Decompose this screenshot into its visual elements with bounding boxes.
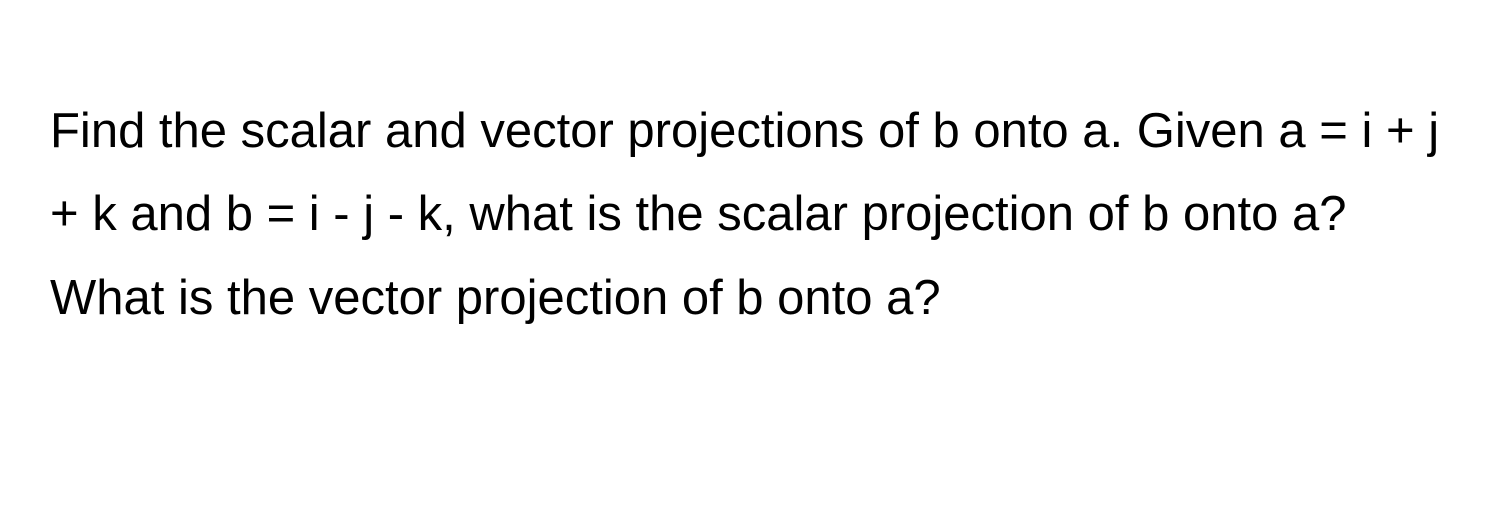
question-text: Find the scalar and vector projections o… [50, 90, 1450, 340]
